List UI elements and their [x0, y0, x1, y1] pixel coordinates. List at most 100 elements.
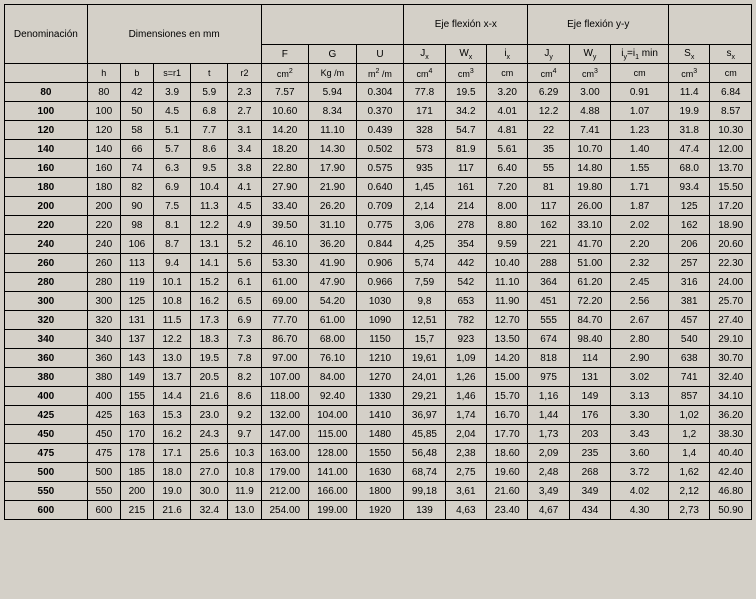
cell-value: 36.20 [309, 235, 357, 254]
cell-value: 19.80 [569, 178, 610, 197]
cell-value: 132.00 [261, 406, 309, 425]
cell-value: 131 [120, 311, 153, 330]
cell-value: 1,73 [528, 425, 569, 444]
cell-value: 31.8 [669, 121, 710, 140]
cell-value: 3,49 [528, 482, 569, 501]
cell-value: 2.80 [611, 330, 669, 349]
cell-denom: 450 [5, 425, 88, 444]
unit-sr1: s=r1 [153, 64, 190, 83]
cell-value: 13.70 [710, 159, 752, 178]
cell-value: 81.9 [445, 140, 486, 159]
cell-value: 147.00 [261, 425, 309, 444]
hdr-F: F [261, 45, 309, 64]
cell-value: 4,25 [404, 235, 445, 254]
cell-value: 573 [404, 140, 445, 159]
cell-value: 935 [404, 159, 445, 178]
cell-value: 3.02 [611, 368, 669, 387]
cell-value: 6.40 [487, 159, 528, 178]
cell-value: 14.30 [309, 140, 357, 159]
cell-value: 34.2 [445, 102, 486, 121]
cell-value: 137 [120, 330, 153, 349]
cell-value: 180 [87, 178, 120, 197]
cell-value: 77.8 [404, 83, 445, 102]
cell-value: 41.70 [569, 235, 610, 254]
cell-value: 380 [87, 368, 120, 387]
cell-value: 0.966 [356, 273, 404, 292]
cell-value: 2.32 [611, 254, 669, 273]
cell-value: 6.9 [153, 178, 190, 197]
hdr-eje-xx: Eje flexión x-x [404, 5, 528, 45]
cell-value: 8.7 [153, 235, 190, 254]
cell-value: 280 [87, 273, 120, 292]
cell-value: 741 [669, 368, 710, 387]
cell-denom: 340 [5, 330, 88, 349]
cell-value: 923 [445, 330, 486, 349]
cell-value: 340 [87, 330, 120, 349]
cell-value: 22.80 [261, 159, 309, 178]
unit-G: Kg /m [309, 64, 357, 83]
cell-value: 18.0 [153, 463, 190, 482]
cell-value: 107.00 [261, 368, 309, 387]
cell-value: 42 [120, 83, 153, 102]
cell-value: 24.3 [191, 425, 228, 444]
cell-value: 80 [87, 83, 120, 102]
cell-value: 215 [120, 501, 153, 520]
cell-denom: 600 [5, 501, 88, 520]
cell-value: 86.70 [261, 330, 309, 349]
cell-value: 54.20 [309, 292, 357, 311]
cell-value: 140 [87, 140, 120, 159]
cell-value: 500 [87, 463, 120, 482]
cell-denom: 160 [5, 159, 88, 178]
cell-value: 51.00 [569, 254, 610, 273]
cell-value: 17.3 [191, 311, 228, 330]
cell-value: 3.20 [487, 83, 528, 102]
cell-value: 4.88 [569, 102, 610, 121]
cell-value: 7.41 [569, 121, 610, 140]
cell-value: 21.60 [487, 482, 528, 501]
cell-value: 4.30 [611, 501, 669, 520]
cell-value: 92.40 [309, 387, 357, 406]
cell-value: 6.1 [228, 273, 261, 292]
table-row: 47547517817.125.610.3163.00128.00155056,… [5, 444, 752, 463]
cell-value: 178 [120, 444, 153, 463]
cell-value: 1550 [356, 444, 404, 463]
cell-value: 2,14 [404, 197, 445, 216]
cell-value: 15.2 [191, 273, 228, 292]
table-body: 8080423.95.92.37.575.940.30477.819.53.20… [5, 83, 752, 520]
cell-value: 162 [528, 216, 569, 235]
cell-value: 3.00 [569, 83, 610, 102]
cell-value: 12.00 [710, 140, 752, 159]
cell-value: 0.502 [356, 140, 404, 159]
cell-value: 20.60 [710, 235, 752, 254]
table-row: 34034013712.218.37.386.7068.00115015,792… [5, 330, 752, 349]
cell-value: 2.67 [611, 311, 669, 330]
table-row: 2402401068.713.15.246.1036.200.8444,2535… [5, 235, 752, 254]
cell-value: 4,67 [528, 501, 569, 520]
cell-value: 7.7 [191, 121, 228, 140]
cell-value: 4.5 [153, 102, 190, 121]
cell-value: 50.90 [710, 501, 752, 520]
cell-value: 3.8 [228, 159, 261, 178]
cell-value: 155 [120, 387, 153, 406]
cell-value: 163 [120, 406, 153, 425]
cell-value: 33.40 [261, 197, 309, 216]
cell-value: 61.20 [569, 273, 610, 292]
table-row: 2602601139.414.15.653.3041.900.9065,7444… [5, 254, 752, 273]
cell-denom: 500 [5, 463, 88, 482]
cell-value: 84.00 [309, 368, 357, 387]
cell-value: 139 [404, 501, 445, 520]
cell-value: 1,16 [528, 387, 569, 406]
cell-value: 10.60 [261, 102, 309, 121]
cell-value: 58 [120, 121, 153, 140]
cell-value: 8.34 [309, 102, 357, 121]
cell-value: 4,63 [445, 501, 486, 520]
cell-value: 9.2 [228, 406, 261, 425]
cell-value: 475 [87, 444, 120, 463]
cell-value: 555 [528, 311, 569, 330]
cell-value: 19.5 [191, 349, 228, 368]
cell-value: 1,74 [445, 406, 486, 425]
cell-value: 47.90 [309, 273, 357, 292]
cell-value: 35 [528, 140, 569, 159]
cell-denom: 300 [5, 292, 88, 311]
cell-value: 381 [669, 292, 710, 311]
